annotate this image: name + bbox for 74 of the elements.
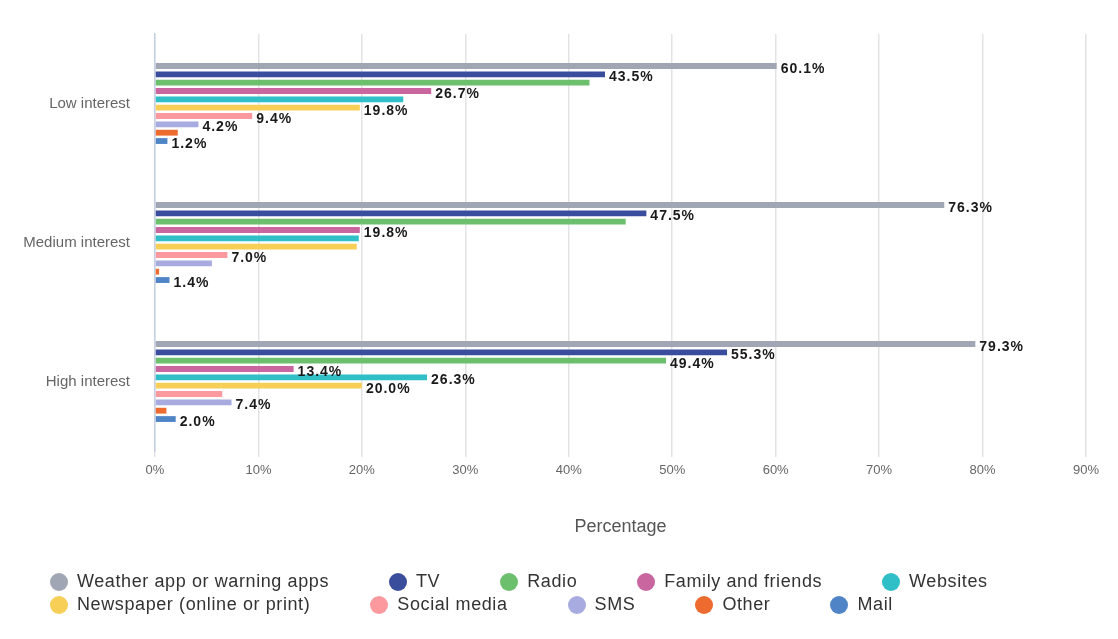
y-tick-label: High interest bbox=[45, 371, 131, 389]
bar bbox=[155, 399, 232, 406]
data-label: 79.3% bbox=[979, 337, 1025, 354]
legend-label: Social media bbox=[397, 594, 508, 615]
bar bbox=[155, 374, 428, 381]
bar bbox=[155, 202, 945, 208]
data-label: 2.0% bbox=[179, 412, 216, 429]
legend-label: Websites bbox=[909, 571, 988, 592]
bar bbox=[155, 366, 294, 372]
bar bbox=[155, 260, 212, 267]
x-axis-title: Percentage bbox=[574, 516, 667, 537]
legend-label: Weather app or warning apps bbox=[77, 571, 330, 592]
x-tick-label: 70% bbox=[866, 462, 893, 478]
data-label: 1.2% bbox=[171, 134, 208, 151]
data-label: 43.5% bbox=[608, 68, 654, 85]
x-tick-label: 50% bbox=[659, 462, 686, 478]
data-label: 9.4% bbox=[256, 109, 293, 126]
bar bbox=[155, 96, 404, 103]
y-tick-label: Low interest bbox=[49, 93, 131, 111]
legend-label: Radio bbox=[527, 571, 578, 592]
data-label: 19.8% bbox=[363, 223, 409, 240]
bar bbox=[155, 268, 160, 275]
data-label: 26.3% bbox=[431, 371, 476, 388]
bar bbox=[155, 104, 360, 111]
bar bbox=[155, 138, 168, 144]
bar bbox=[155, 349, 728, 356]
legend-label: Mail bbox=[857, 594, 893, 615]
data-label: 7.4% bbox=[235, 396, 272, 413]
data-label: 60.1% bbox=[780, 59, 826, 76]
data-label: 13.4% bbox=[297, 362, 343, 379]
x-tick-label: 30% bbox=[452, 462, 479, 478]
bar bbox=[155, 407, 167, 414]
bar bbox=[155, 88, 432, 94]
bar bbox=[155, 416, 176, 422]
bar bbox=[155, 79, 590, 86]
data-label: 76.3% bbox=[948, 198, 993, 215]
data-label: 26.7% bbox=[435, 84, 480, 101]
data-label: 49.4% bbox=[670, 354, 715, 371]
bar bbox=[155, 71, 605, 78]
x-tick-label: 0% bbox=[145, 462, 165, 478]
legend-label: Other bbox=[722, 594, 771, 615]
y-tick-label: Medium interest bbox=[23, 232, 131, 250]
x-tick-label: 40% bbox=[555, 462, 583, 478]
x-tick-label: 20% bbox=[348, 462, 376, 478]
bar bbox=[155, 252, 228, 258]
legend-label: Newspaper (online or print) bbox=[77, 594, 311, 615]
data-label: 19.8% bbox=[363, 101, 409, 118]
legend-label: SMS bbox=[594, 594, 636, 615]
bar bbox=[155, 243, 357, 250]
bar bbox=[155, 235, 359, 242]
data-label: 1.4% bbox=[173, 273, 210, 290]
x-tick-label: 60% bbox=[762, 462, 790, 478]
bar bbox=[155, 382, 362, 389]
bar bbox=[155, 210, 647, 217]
data-label: 7.0% bbox=[231, 248, 268, 265]
data-label: 4.2% bbox=[202, 118, 239, 135]
bar bbox=[155, 129, 178, 136]
bar bbox=[155, 63, 777, 69]
data-label: 55.3% bbox=[731, 346, 776, 363]
bar bbox=[155, 391, 223, 397]
bar bbox=[155, 121, 199, 128]
bar bbox=[155, 218, 626, 225]
legend-label: Family and friends bbox=[664, 571, 823, 592]
bar bbox=[155, 341, 976, 347]
x-tick-label: 10% bbox=[245, 462, 272, 478]
bar bbox=[155, 113, 253, 119]
bar bbox=[155, 357, 667, 364]
bar bbox=[155, 227, 360, 233]
data-label: 47.5% bbox=[650, 207, 696, 224]
bar bbox=[155, 277, 170, 283]
x-tick-label: 80% bbox=[969, 462, 996, 478]
legend-label: TV bbox=[416, 571, 441, 592]
x-tick-label: 90% bbox=[1072, 462, 1100, 478]
data-label: 20.0% bbox=[365, 379, 411, 396]
